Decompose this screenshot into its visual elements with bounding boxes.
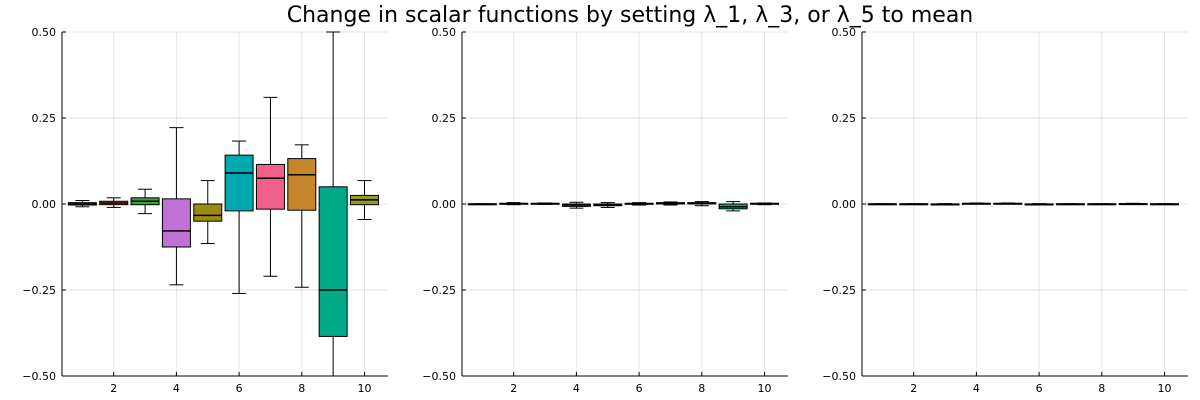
box-3 xyxy=(130,188,160,215)
box-9 xyxy=(318,31,348,377)
box-3 xyxy=(530,202,560,205)
x-tick-label: 8 xyxy=(1098,382,1105,395)
box-2 xyxy=(899,203,929,206)
box-1 xyxy=(467,203,497,206)
box-rect xyxy=(161,198,191,248)
y-tick-label: 0.25 xyxy=(832,112,857,125)
box-4 xyxy=(961,202,991,205)
box-7 xyxy=(1055,203,1085,206)
box-rect xyxy=(287,158,317,211)
y-tick-label: −0.25 xyxy=(22,284,56,297)
y-tick-label: −0.50 xyxy=(822,370,856,383)
box-9 xyxy=(718,201,748,212)
box-5 xyxy=(193,180,223,245)
box-3 xyxy=(930,203,960,206)
box-10 xyxy=(349,180,379,220)
box-4 xyxy=(161,127,191,286)
box-2 xyxy=(499,202,529,206)
box-rect xyxy=(193,203,223,222)
x-tick-label: 6 xyxy=(236,382,243,395)
box-rect xyxy=(318,186,348,337)
box-6 xyxy=(224,140,254,294)
x-tick-label: 2 xyxy=(110,382,117,395)
box-8 xyxy=(287,144,317,288)
x-tick-label: 8 xyxy=(698,382,705,395)
box-8 xyxy=(687,201,717,207)
box-1 xyxy=(867,203,897,206)
y-tick-label: 0.50 xyxy=(832,26,857,39)
y-tick-label: −0.50 xyxy=(22,370,56,383)
x-tick-label: 8 xyxy=(298,382,305,395)
x-tick-label: 6 xyxy=(1036,382,1043,395)
panel-3: −0.50 −0.25 0.00 0.25 0.50 2 4 6 8 10 xyxy=(822,26,1188,395)
x-tick-label: 4 xyxy=(573,382,580,395)
y-tick-label: 0.00 xyxy=(32,198,57,211)
box-4 xyxy=(561,201,591,209)
box-rect xyxy=(255,163,285,210)
y-tick-label: −0.50 xyxy=(422,370,456,383)
y-tick-label: 0.50 xyxy=(432,26,457,39)
x-tick-label: 10 xyxy=(757,382,771,395)
box-2 xyxy=(99,197,129,208)
x-tick-label: 6 xyxy=(636,382,643,395)
panel-2: −0.50 −0.25 0.00 0.25 0.50 2 4 6 8 10 xyxy=(422,26,788,395)
box-10 xyxy=(1149,203,1179,206)
box-7 xyxy=(655,201,685,206)
box-1 xyxy=(67,200,97,208)
box-8 xyxy=(1087,203,1117,206)
chart-title: Change in scalar functions by setting λ_… xyxy=(287,3,974,28)
x-tick-label: 10 xyxy=(1157,382,1171,395)
box-5 xyxy=(593,202,623,208)
x-tick-label: 10 xyxy=(357,382,371,395)
y-tick-label: 0.25 xyxy=(432,112,457,125)
y-tick-label: −0.25 xyxy=(822,284,856,297)
box-9 xyxy=(1118,202,1148,206)
y-tick-label: −0.25 xyxy=(422,284,456,297)
box-6 xyxy=(1024,203,1054,206)
y-tick-label: 0.00 xyxy=(832,198,857,211)
x-tick-label: 2 xyxy=(910,382,917,395)
box-7 xyxy=(255,96,285,277)
y-tick-label: 0.25 xyxy=(32,112,57,125)
box-10 xyxy=(749,202,779,206)
box-5 xyxy=(993,202,1023,205)
box-6 xyxy=(624,202,654,206)
y-tick-label: 0.50 xyxy=(32,26,57,39)
x-tick-label: 4 xyxy=(173,382,180,395)
box-rect xyxy=(224,154,254,212)
x-tick-label: 4 xyxy=(973,382,980,395)
x-tick-label: 2 xyxy=(510,382,517,395)
y-tick-label: 0.00 xyxy=(432,198,457,211)
panel-1: −0.50 −0.25 0.00 0.25 0.50 2 4 6 8 10 xyxy=(22,26,388,395)
